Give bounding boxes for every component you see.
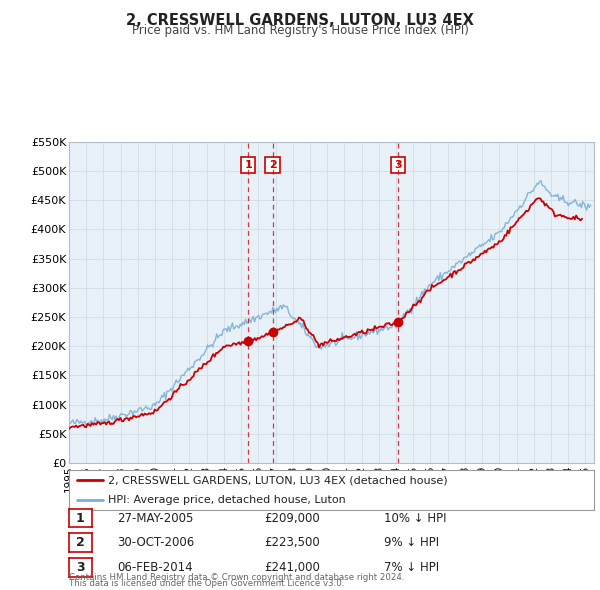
Text: HPI: Average price, detached house, Luton: HPI: Average price, detached house, Luto… — [109, 496, 346, 505]
Text: £209,000: £209,000 — [264, 512, 320, 525]
Text: 1: 1 — [244, 160, 252, 170]
Text: 2, CRESSWELL GARDENS, LUTON, LU3 4EX (detached house): 2, CRESSWELL GARDENS, LUTON, LU3 4EX (de… — [109, 476, 448, 485]
Text: 3: 3 — [76, 561, 85, 574]
Text: 2: 2 — [76, 536, 85, 549]
Text: 2: 2 — [269, 160, 277, 170]
Text: 2, CRESSWELL GARDENS, LUTON, LU3 4EX: 2, CRESSWELL GARDENS, LUTON, LU3 4EX — [126, 13, 474, 28]
Text: 1: 1 — [76, 512, 85, 525]
Text: £223,500: £223,500 — [264, 536, 320, 549]
Text: 06-FEB-2014: 06-FEB-2014 — [117, 561, 193, 574]
Text: This data is licensed under the Open Government Licence v3.0.: This data is licensed under the Open Gov… — [69, 579, 344, 588]
Text: 10% ↓ HPI: 10% ↓ HPI — [384, 512, 446, 525]
Text: £241,000: £241,000 — [264, 561, 320, 574]
Text: 27-MAY-2005: 27-MAY-2005 — [117, 512, 193, 525]
Text: 9% ↓ HPI: 9% ↓ HPI — [384, 536, 439, 549]
Text: 7% ↓ HPI: 7% ↓ HPI — [384, 561, 439, 574]
Text: 30-OCT-2006: 30-OCT-2006 — [117, 536, 194, 549]
Text: Price paid vs. HM Land Registry's House Price Index (HPI): Price paid vs. HM Land Registry's House … — [131, 24, 469, 37]
Text: 3: 3 — [394, 160, 401, 170]
Text: Contains HM Land Registry data © Crown copyright and database right 2024.: Contains HM Land Registry data © Crown c… — [69, 573, 404, 582]
